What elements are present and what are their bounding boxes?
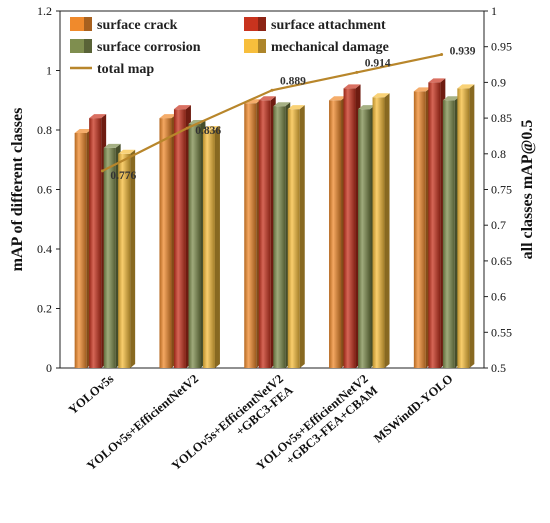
legend-label: surface corrosion <box>97 40 201 55</box>
bar-top <box>273 102 291 107</box>
bar-side <box>384 93 390 369</box>
x-tick-label-line: MSWindD-YOLO <box>371 371 456 445</box>
bar <box>329 100 342 368</box>
legend-swatch-shade <box>84 39 92 53</box>
bar <box>103 147 116 368</box>
x-tick-label: MSWindD-YOLO <box>371 371 456 445</box>
bar-top <box>159 114 177 119</box>
y-tick-label: 0.8 <box>37 123 52 137</box>
y-tick-label: 0.6 <box>37 183 52 197</box>
y-tick-label: 0.4 <box>37 242 52 256</box>
legend-label: total map <box>97 62 154 77</box>
bar-side <box>469 84 475 368</box>
bar <box>287 109 300 369</box>
bar <box>372 97 385 369</box>
y2-axis-title: all classes mAP@0.5 <box>519 120 536 260</box>
x-tick-label: YOLOv5s <box>66 371 117 417</box>
y-tick-label: 0 <box>46 361 52 375</box>
bar-top <box>329 96 347 101</box>
data-label: 0.939 <box>450 46 476 58</box>
bar-top <box>428 78 446 83</box>
y2-tick-label: 0.55 <box>491 325 512 339</box>
bar-top <box>118 149 136 154</box>
line-point <box>100 169 104 173</box>
bar-top <box>103 143 121 148</box>
bar <box>343 88 356 368</box>
line-point <box>185 126 189 130</box>
data-label: 0.889 <box>280 75 306 87</box>
bar <box>159 118 172 368</box>
bar-top <box>258 96 276 101</box>
bar-top <box>343 84 361 89</box>
bar <box>258 100 271 368</box>
y2-tick-label: 0.95 <box>491 40 512 54</box>
legend-label: surface crack <box>97 18 178 33</box>
data-label: 0.914 <box>365 57 391 69</box>
bars <box>74 78 475 369</box>
data-label: 0.836 <box>195 125 221 137</box>
bar <box>202 130 215 368</box>
y-tick-label: 1 <box>46 64 52 78</box>
x-tick-label-line: YOLOv5s <box>66 371 117 417</box>
bar-top <box>358 105 376 110</box>
bar-side <box>214 126 220 368</box>
bar <box>358 109 371 369</box>
line-point <box>270 88 274 92</box>
y-axis-title: mAP of different classes <box>9 108 26 272</box>
bar-side <box>299 105 305 369</box>
bar-top <box>202 126 220 130</box>
total-map-line: 0.776 0.836 0.889 0.914 0.939 <box>100 46 476 182</box>
bar <box>244 103 257 368</box>
bar-top <box>173 105 191 110</box>
bar <box>442 100 455 368</box>
y2-tick-label: 0.8 <box>491 147 506 161</box>
bar-top <box>413 87 431 92</box>
legend-label: mechanical damage <box>271 40 389 55</box>
y-tick-label: 1.2 <box>37 4 52 18</box>
legend-swatch-shade <box>258 39 266 53</box>
legend-swatch-shade <box>258 17 266 31</box>
y2-tick-label: 0.75 <box>491 183 512 197</box>
y2-tick-label: 0.6 <box>491 290 506 304</box>
bar <box>118 153 131 368</box>
bar <box>173 109 186 369</box>
bar <box>188 124 201 368</box>
bar-top <box>457 84 475 89</box>
y2-tick-label: 0.65 <box>491 254 512 268</box>
line-point <box>355 70 359 74</box>
bar <box>457 88 470 368</box>
y2-tick-label: 0.5 <box>491 361 506 375</box>
bar <box>74 132 87 368</box>
line-point <box>440 53 444 57</box>
y-tick-label: 0.2 <box>37 302 52 316</box>
bar <box>89 118 102 368</box>
bar-top <box>287 105 305 110</box>
y2-tick-label: 0.9 <box>491 75 506 89</box>
legend: surface crack surface attachment surface c… <box>70 17 389 77</box>
bar <box>413 91 426 368</box>
data-label: 0.776 <box>110 170 136 182</box>
legend-label: surface attachment <box>271 18 386 33</box>
bar-top <box>442 96 460 101</box>
legend-swatch-shade <box>84 17 92 31</box>
y2-tick-label: 1 <box>491 4 497 18</box>
bar <box>273 106 286 368</box>
bar-top <box>372 93 390 98</box>
y2-tick-label: 0.7 <box>491 218 506 232</box>
bar-side <box>130 149 136 368</box>
y2-tick-label: 0.85 <box>491 111 512 125</box>
bar <box>428 82 441 369</box>
bar-top <box>89 114 107 119</box>
bar-top <box>74 128 92 133</box>
